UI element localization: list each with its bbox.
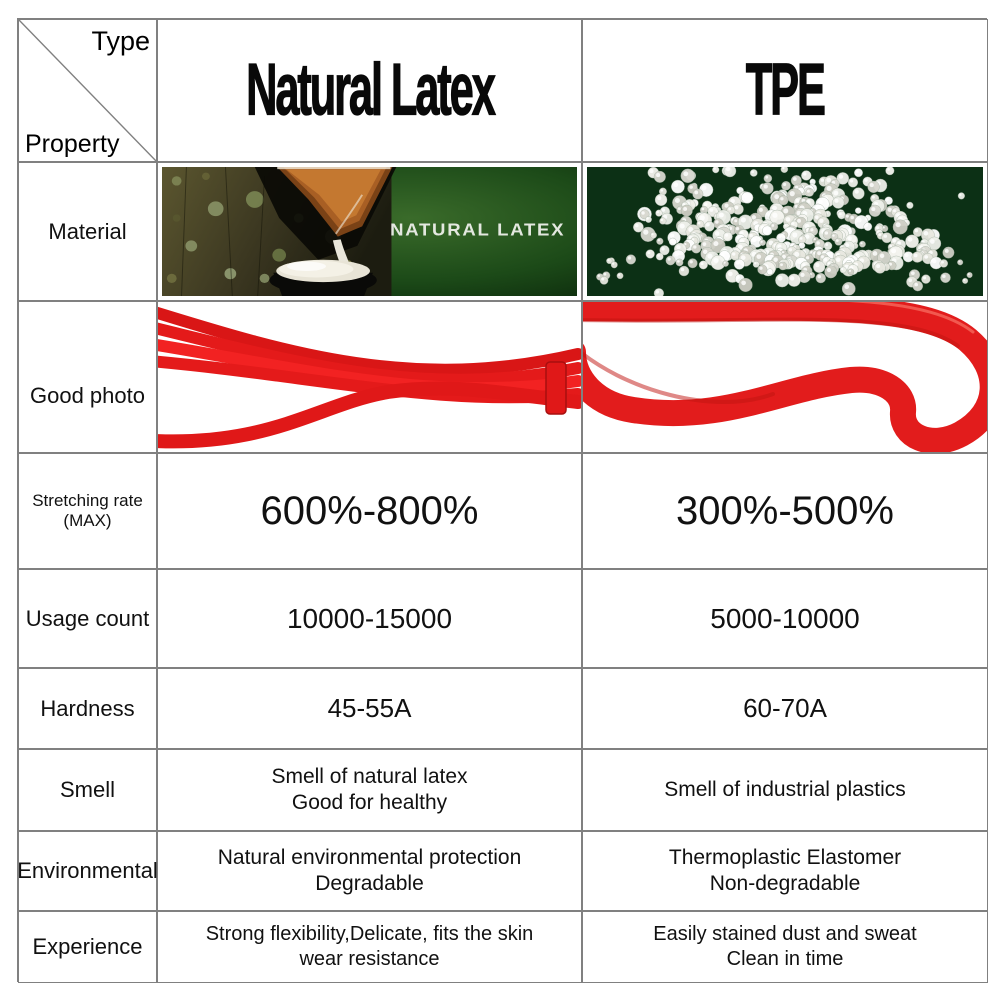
svg-text:NATURAL LATEX: NATURAL LATEX bbox=[390, 220, 565, 239]
